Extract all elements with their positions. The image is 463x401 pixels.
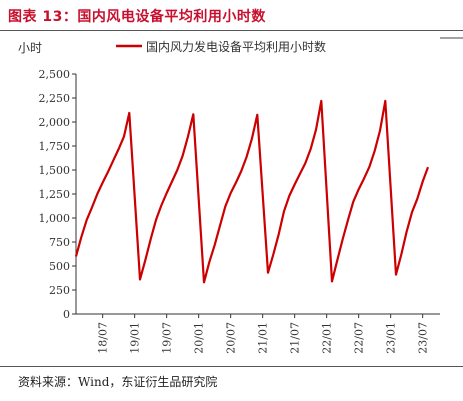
x-tick-label: 22/07 <box>353 322 366 354</box>
y-tick-label: 1,750 <box>39 140 71 153</box>
x-tick-label: 19/07 <box>161 322 174 354</box>
legend-label: 国内风力发电设备平均利用小时数 <box>146 39 326 54</box>
x-axis-ticks: 18/07 19/01 19/07 20/01 20/07 21/01 21/07 22/01… <box>97 314 430 354</box>
y-tick-label: 2,500 <box>39 68 71 81</box>
x-tick-label: 21/07 <box>289 322 302 354</box>
x-tick-label: 19/01 <box>129 322 142 354</box>
x-tick-label: 22/01 <box>321 322 334 354</box>
y-tick-label: 750 <box>49 236 70 249</box>
y-tick-label: 1,000 <box>39 212 71 225</box>
source-note: 资料来源：Wind，东证衍生品研究院 <box>18 375 218 389</box>
y-tick-label: 0 <box>63 308 70 321</box>
y-axis-unit-label: 小时 <box>18 41 42 55</box>
x-tick-label: 23/01 <box>385 322 398 354</box>
y-tick-label: 2,000 <box>39 116 71 129</box>
line-chart: 小时 国内风力发电设备平均利用小时数 0 250 500 750 1,000 1,250 1… <box>18 37 463 354</box>
source-divider <box>0 366 463 367</box>
x-tick-label: 18/07 <box>97 322 110 354</box>
y-tick-label: 2,250 <box>39 92 71 105</box>
series-line <box>74 99 430 284</box>
x-tick-label: 23/07 <box>417 322 430 354</box>
y-axis-ticks: 0 250 500 750 1,000 1,250 1,500 1,750 2,000 2,250… <box>39 68 76 321</box>
figure-title: 图表 13：国内风电设备平均利用小时数 <box>8 9 266 25</box>
x-tick-label: 21/01 <box>257 322 270 354</box>
x-tick-label: 20/01 <box>193 322 206 354</box>
y-tick-label: 1,500 <box>39 164 71 177</box>
y-tick-label: 1,250 <box>39 188 71 201</box>
title-divider <box>0 30 463 31</box>
x-tick-label: 20/07 <box>225 322 238 354</box>
y-tick-label: 250 <box>49 284 70 297</box>
y-tick-label: 500 <box>49 260 70 273</box>
